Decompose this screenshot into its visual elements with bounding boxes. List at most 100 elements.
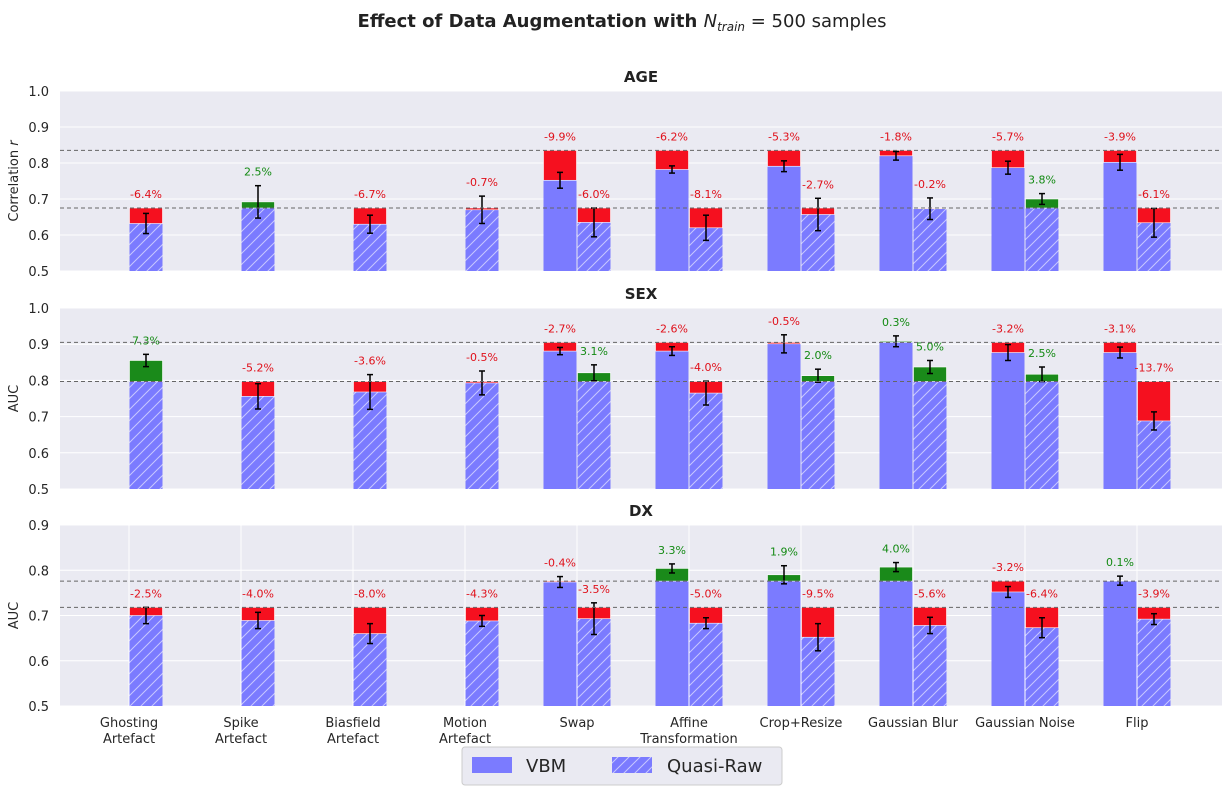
y-tick-label: 0.6 [28, 655, 49, 670]
panel-dx: 0.5 0.6 0.7 0.8 0.9 DX AUC -0.4% 3.3% 1.9% 4.0% -3.… [7, 502, 1222, 715]
delta-label: -5.3% [768, 130, 800, 143]
error-bar [1151, 411, 1157, 431]
delta-label: -9.9% [544, 130, 576, 143]
y-tick-label: 0.8 [28, 374, 49, 389]
y-tick-label: 1.0 [28, 302, 49, 317]
legend-quasi-raw-label: Quasi-Raw [667, 756, 762, 777]
delta-label: -0.5% [466, 351, 498, 364]
delta-label: -6.4% [1026, 587, 1058, 600]
delta-label: -8.0% [354, 587, 386, 600]
vbm-bar [655, 351, 689, 489]
panel-age: 0.5 0.6 0.7 0.8 0.9 1.0 AGE Correlation r -9.9% -… [7, 68, 1222, 280]
error-bar [367, 373, 373, 411]
error-bar [143, 212, 149, 235]
vbm-bar [767, 343, 801, 489]
vbm-bar [991, 167, 1025, 271]
y-tick-label: 0.7 [28, 193, 49, 208]
delta-label: -5.7% [992, 130, 1024, 143]
delta-label: -2.5% [130, 587, 162, 600]
delta-label: -0.4% [544, 557, 576, 570]
delta-label: -3.2% [992, 322, 1024, 335]
legend-quasi-raw-swatch [612, 757, 652, 773]
category-label: Flip [1126, 716, 1149, 731]
error-bar [255, 611, 261, 630]
delta-label: 5.0% [916, 340, 944, 353]
quasi-raw-bar [1025, 381, 1059, 489]
delta-label: 3.8% [1028, 174, 1056, 187]
error-bar [815, 368, 821, 383]
vbm-bar [543, 180, 577, 271]
error-bar [781, 160, 787, 173]
vbm-bar [1103, 352, 1137, 489]
delta-label: 3.1% [580, 345, 608, 358]
y-tick-label: 0.6 [28, 229, 49, 244]
delta-label: -9.5% [802, 587, 834, 600]
category-label: Biasfield Artefact [325, 716, 380, 747]
quasi-raw-bar [1137, 420, 1171, 489]
category-label: Swap [559, 716, 594, 731]
error-bar [703, 214, 709, 242]
quasi-raw-bar [241, 620, 275, 706]
category-labels: Ghosting Artefact Spike Artefact Biasfield Ar… [100, 716, 1149, 747]
delta-label: 0.1% [1106, 556, 1134, 569]
error-bar [479, 370, 485, 396]
error-bar [1005, 160, 1011, 175]
delta-label: -13.7% [1135, 361, 1174, 374]
error-bar [1117, 346, 1123, 359]
delta-label: -6.4% [130, 188, 162, 201]
quasi-raw-bar [129, 615, 163, 706]
error-bar [1151, 612, 1157, 626]
quasi-raw-bar [689, 623, 723, 706]
quasi-raw-bar [577, 381, 611, 489]
error-bar [1039, 192, 1045, 206]
quasi-raw-bar [689, 393, 723, 489]
delta-label: -2.6% [656, 322, 688, 335]
vbm-bar [991, 352, 1025, 489]
error-bar [927, 616, 933, 635]
vbm-bar [991, 591, 1025, 706]
delta-label: 1.9% [770, 546, 798, 559]
delta-label: 2.5% [1028, 347, 1056, 360]
y-tick-label: 0.8 [28, 157, 49, 172]
error-bar [781, 334, 787, 354]
y-tick-label: 0.8 [28, 564, 49, 579]
y-tick-label: 0.5 [28, 483, 49, 498]
error-bar [479, 614, 485, 628]
delta-label: 7.3% [132, 334, 160, 347]
delta-label: -0.2% [914, 178, 946, 191]
delta-label: -3.2% [992, 561, 1024, 574]
legend-vbm-label: VBM [526, 756, 566, 777]
error-bar [143, 353, 149, 368]
y-tick-label: 0.9 [28, 338, 49, 353]
delta-label: -3.9% [1138, 587, 1170, 600]
panel-title: SEX [625, 285, 658, 303]
error-bar [591, 602, 597, 636]
error-bar [893, 335, 899, 348]
quasi-raw-bar [1137, 619, 1171, 706]
y-tick-label: 0.9 [28, 519, 49, 534]
vbm-bar [543, 582, 577, 706]
error-bar [893, 561, 899, 573]
vbm-bar [543, 351, 577, 489]
delta-label: -6.7% [354, 188, 386, 201]
delta-label: 2.0% [804, 349, 832, 362]
y-axis-label: AUC [7, 602, 22, 630]
delta-label: 4.0% [882, 543, 910, 556]
y-tick-label: 0.9 [28, 121, 49, 136]
quasi-raw-bar [465, 620, 499, 706]
delta-label: -3.5% [578, 583, 610, 596]
delta-label: -6.1% [1138, 188, 1170, 201]
error-bar [1039, 617, 1045, 639]
error-bar [557, 171, 563, 189]
vbm-bar [655, 581, 689, 706]
y-tick-label: 0.7 [28, 610, 49, 625]
vbm-bar [879, 581, 913, 706]
category-label: Spike Artefact [215, 716, 267, 747]
y-axis-label: AUC [7, 385, 22, 413]
delta-label: -6.2% [656, 130, 688, 143]
delta-label: -8.1% [690, 188, 722, 201]
error-bar [255, 184, 261, 219]
category-label: Crop+Resize [760, 716, 843, 731]
delta-label: -3.1% [1104, 322, 1136, 335]
delta-label: -5.2% [242, 361, 274, 374]
